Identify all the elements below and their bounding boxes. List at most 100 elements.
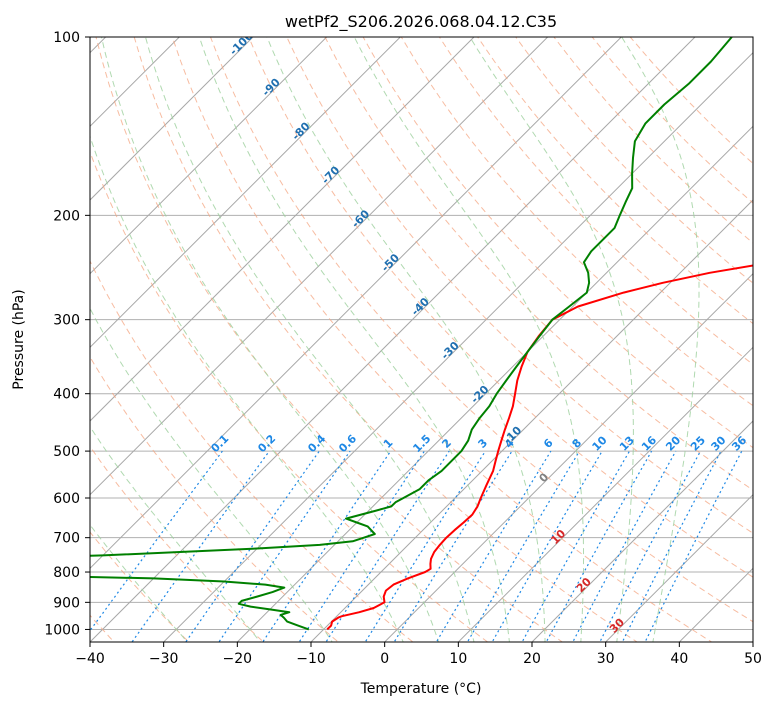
mixing-ratio-label: 3: [476, 436, 491, 451]
mixing-ratio-label: 1.5: [410, 432, 433, 455]
moist-adiabat-line: [90, 134, 404, 642]
mixing-ratio-label: 20: [663, 433, 683, 453]
x-tick-label: −40: [75, 651, 105, 667]
y-tick-label: 800: [53, 565, 80, 581]
y-tick-label: 400: [53, 387, 80, 403]
isotherm-line: [90, 37, 623, 570]
mixing-ratio-line: [545, 450, 653, 642]
isotherm-line: [90, 37, 254, 201]
isotherm-label: 20: [574, 575, 594, 595]
dry-adiabat-line: [591, 37, 753, 204]
mixing-ratio-line: [185, 450, 320, 642]
dry-adiabat-line: [171, 37, 713, 642]
mixing-ratio-line: [435, 450, 552, 642]
isotherm-line: [236, 125, 753, 642]
mixing-ratio-line: [131, 450, 270, 642]
mixing-ratio-label: 30: [709, 433, 729, 453]
dry-adiabat-line: [629, 37, 753, 165]
isotherm-line: [457, 346, 753, 642]
dry-adiabat-line: [400, 37, 753, 407]
mixing-ratio-line: [572, 450, 677, 642]
moist-adiabat-line: [198, 37, 510, 642]
isotherm-line: [604, 493, 753, 642]
plot-area: 0.1 0.2 0.4 0.6 1 1.5 2 3 4 6 8 10 13 16 20 25 30 36-100-…: [0, 10, 753, 670]
mixing-ratio-label: 0.1: [208, 432, 231, 455]
dry-adiabat-line: [90, 356, 339, 642]
isotherm-line: [0, 10, 59, 654]
dry-adiabat-line: [90, 150, 489, 642]
y-tick-label: 200: [53, 208, 80, 224]
isotherm-line: [162, 51, 753, 642]
x-tick-label: 40: [670, 651, 688, 667]
dry-adiabat-line: [133, 37, 638, 642]
moist-adiabat-line: [621, 37, 700, 642]
isotherm-label: -40: [409, 295, 432, 318]
dry-adiabat-line: [477, 37, 753, 325]
isotherm-line: [90, 37, 328, 275]
x-tick-label: 30: [597, 651, 615, 667]
x-tick-label: 20: [523, 651, 541, 667]
mixing-ratio-line: [90, 450, 223, 632]
dry-adiabat-line: [362, 37, 753, 449]
y-tick-label: 500: [53, 444, 80, 460]
x-tick-label: −10: [296, 651, 326, 667]
isotherm-line: [90, 37, 402, 349]
dry-adiabat-line: [95, 37, 564, 642]
temperature-profile-line: [326, 264, 753, 631]
isotherm-label: -50: [379, 251, 402, 274]
isotherm-line: [752, 641, 753, 642]
isotherm-label: 30: [607, 615, 627, 635]
plot-frame: [89, 36, 754, 643]
mixing-ratio-label: 6: [541, 436, 556, 451]
mixing-ratio-label: 16: [639, 433, 659, 453]
isotherm-line: [90, 37, 549, 496]
moist-adiabat-line: [469, 37, 634, 642]
isotherm-label: -90: [260, 76, 283, 99]
mixing-ratio-label: 0.2: [255, 432, 278, 455]
y-tick-label: 600: [53, 491, 80, 507]
isotherm-line: [531, 420, 753, 642]
moist-adiabat-line: [266, 37, 546, 642]
mixing-ratio-line: [364, 450, 486, 642]
isotherm-line: [90, 37, 475, 422]
isotherm-label: -80: [289, 119, 312, 142]
dry-adiabat-line: [515, 37, 753, 284]
dry-adiabat-line: [90, 445, 265, 642]
mixing-ratio-line: [298, 450, 425, 642]
isotherm-label: 40: [646, 650, 666, 670]
dewpoint-profile-line: [90, 37, 733, 631]
mixing-ratio-line: [262, 450, 392, 642]
moist-adiabat-line: [144, 37, 475, 642]
isotherm-label: -60: [349, 207, 372, 230]
mixing-ratio-label: 0.4: [305, 432, 328, 455]
chart-title: wetPf2_S206.2026.068.04.12.C35: [285, 12, 557, 32]
isotherm-line: [90, 37, 696, 642]
y-axis-title: Pressure (hPa): [11, 289, 27, 389]
x-tick-label: 0: [380, 651, 389, 667]
isotherm-line: [310, 199, 753, 642]
x-tick-label: 50: [744, 651, 762, 667]
moist-adiabat-line: [100, 37, 440, 642]
y-tick-label: 700: [53, 531, 80, 547]
dry-adiabat-line: [90, 259, 414, 642]
mixing-ratio-label: 8: [570, 436, 585, 451]
isotherm-line: [383, 272, 753, 642]
mixing-ratio-line: [325, 450, 450, 642]
y-tick-label: 900: [53, 595, 80, 611]
dry-adiabat-line: [209, 37, 753, 623]
isotherm-label: -30: [439, 339, 462, 362]
dry-adiabat-line: [90, 531, 190, 642]
mixing-ratio-label: 36: [729, 433, 749, 453]
mixing-ratio-line: [393, 450, 513, 642]
moist-adiabat-line: [90, 425, 261, 642]
mixing-ratio-line: [644, 450, 743, 642]
isotherm-label: 10: [548, 527, 568, 547]
x-axis-title: Temperature (°C): [360, 681, 482, 697]
isotherm-line: [90, 37, 181, 128]
dry-adiabat-line: [324, 37, 753, 491]
dry-adiabat-line: [248, 37, 753, 578]
axes-ticks: −40 −30 −20 −10 0 10 20 30 40 5010020030040050060…: [44, 30, 762, 667]
mixing-ratio-line: [466, 450, 580, 642]
isotherm-label: -20: [468, 383, 491, 406]
isotherm-line: [678, 567, 753, 642]
